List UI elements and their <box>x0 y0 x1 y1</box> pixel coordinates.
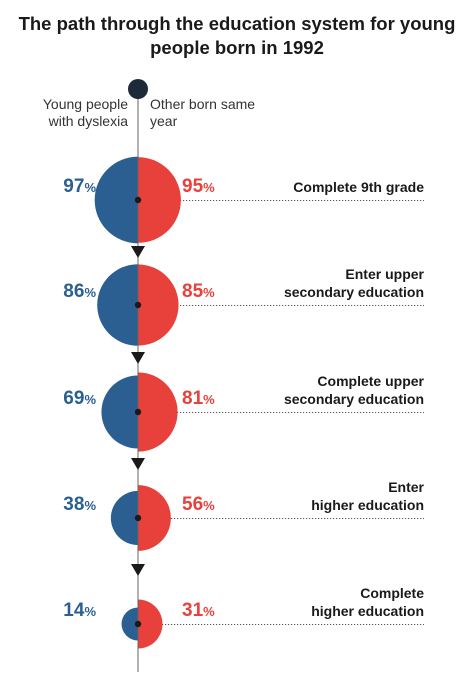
dyslexia-percent-4: 38% <box>30 494 96 517</box>
percent-sign: % <box>203 498 215 513</box>
dyslexia-percent-3: 69% <box>30 388 96 411</box>
other-percent-value: 31 <box>182 600 204 621</box>
half-circle-dyslexia-4 <box>110 490 138 546</box>
stage-label-5: Complete higher education <box>224 584 424 620</box>
half-circle-dyslexia-3 <box>101 375 138 449</box>
start-dot <box>128 79 148 99</box>
center-dot-5 <box>134 620 142 628</box>
percent-sign: % <box>84 604 96 619</box>
dyslexia-percent-value: 69 <box>63 388 85 409</box>
stage-label-line: higher education <box>311 603 424 619</box>
percent-sign: % <box>84 498 96 513</box>
stage-label-4: Enter higher education <box>224 478 424 514</box>
stage-label-line: higher education <box>311 497 424 513</box>
stage-label-line: secondary education <box>283 391 424 407</box>
dyslexia-percent-value: 38 <box>63 494 85 515</box>
half-circle-other-3 <box>138 372 178 452</box>
percent-sign: % <box>84 285 96 300</box>
half-circle-other-4 <box>138 485 171 551</box>
dyslexia-percent-1: 97% <box>30 176 96 199</box>
dyslexia-percent-value: 14 <box>63 600 85 621</box>
other-percent-1: 95% <box>182 176 215 199</box>
center-dot-1 <box>134 196 142 204</box>
other-percent-5: 31% <box>182 600 215 623</box>
other-percent-2: 85% <box>182 281 215 304</box>
stage-label-line: Complete 9th grade <box>293 179 424 195</box>
percent-sign: % <box>203 392 215 407</box>
half-circle-other-1 <box>138 157 181 243</box>
stage-label-3: Complete upper secondary education <box>224 372 424 408</box>
down-arrow-icon-1 <box>131 246 145 258</box>
half-circle-dyslexia-1 <box>94 156 138 244</box>
dyslexia-percent-value: 97 <box>63 176 85 197</box>
diagram-title: The path through the education system fo… <box>18 13 456 58</box>
other-percent-value: 81 <box>182 388 204 409</box>
center-dot-2 <box>134 301 142 309</box>
stage-label-line: Enter <box>388 479 424 495</box>
down-arrow-icon-2 <box>131 352 145 364</box>
dyslexia-percent-value: 86 <box>63 281 85 302</box>
half-circle-dyslexia-2 <box>97 264 138 346</box>
center-dot-4 <box>134 514 142 522</box>
center-dot-3 <box>134 408 142 416</box>
stage-label-2: Enter upper secondary education <box>224 265 424 301</box>
legend-other: Other born same year <box>150 96 256 129</box>
other-percent-value: 85 <box>182 281 204 302</box>
dyslexia-percent-5: 14% <box>30 600 96 623</box>
other-percent-value: 56 <box>182 494 204 515</box>
other-percent-4: 56% <box>182 494 215 517</box>
percent-sign: % <box>84 180 96 195</box>
stage-label-line: Complete upper <box>317 373 424 389</box>
stage-label-line: Enter upper <box>345 266 424 282</box>
half-circle-other-2 <box>138 264 179 346</box>
percent-sign: % <box>84 392 96 407</box>
stage-label-line: Complete <box>360 585 424 601</box>
half-circle-other-5 <box>138 599 163 649</box>
other-percent-3: 81% <box>182 388 215 411</box>
stage-label-1: Complete 9th grade <box>224 178 424 196</box>
percent-sign: % <box>203 604 215 619</box>
legend-dyslexia: Young people with dyslexia <box>42 96 128 129</box>
dyslexia-percent-2: 86% <box>30 281 96 304</box>
percent-sign: % <box>203 180 215 195</box>
down-arrow-icon-4 <box>131 564 145 576</box>
percent-sign: % <box>203 285 215 300</box>
other-percent-value: 95 <box>182 176 204 197</box>
half-circle-dyslexia-5 <box>121 607 138 641</box>
stage-label-line: secondary education <box>283 284 424 300</box>
down-arrow-icon-3 <box>131 458 145 470</box>
